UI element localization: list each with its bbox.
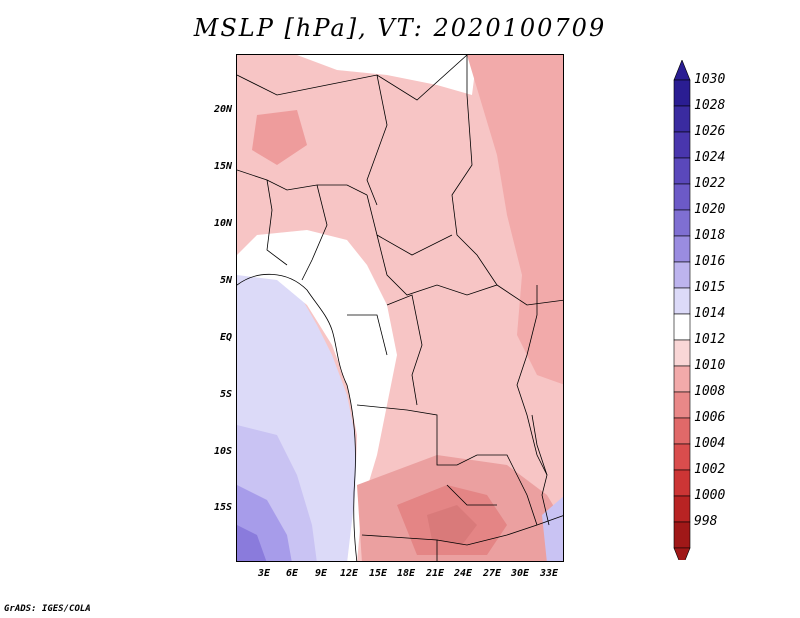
mslp-field [237, 55, 563, 561]
lat-tick: 5S [219, 389, 232, 400]
colorbar-cell [673, 365, 691, 393]
east-coast-1016-region [542, 496, 563, 561]
colorbar [673, 60, 691, 560]
lon-tick: 12E [339, 568, 359, 579]
colorbar-cell [673, 443, 691, 471]
colorbar-cell [673, 157, 691, 185]
colorbar-label: 1014 [694, 306, 726, 321]
colorbar-cell [673, 131, 691, 159]
colorbar-label: 1020 [694, 202, 726, 217]
colorbar-label: 998 [694, 514, 718, 529]
colorbar-label: 1026 [694, 124, 726, 139]
colorbar-cell [673, 313, 691, 341]
country-borders [237, 55, 563, 561]
colorbar-label: 1028 [694, 98, 726, 113]
lon-tick: 6E [285, 568, 299, 579]
lat-tick: 10S [213, 446, 232, 457]
northwest-1010-region [252, 110, 307, 165]
colorbar-label: 1022 [694, 176, 726, 191]
lat-tick: 10N [213, 218, 232, 229]
colorbar-label: 1004 [694, 436, 726, 451]
colorbar-label: 1018 [694, 228, 726, 243]
colorbar-label: 1000 [694, 488, 726, 503]
lon-tick: 24E [453, 568, 473, 579]
lon-tick: 21E [425, 568, 445, 579]
colorbar-cell [673, 339, 691, 367]
south-1006-region [427, 505, 477, 545]
lon-tick: 33E [539, 568, 559, 579]
lon-tick: 18E [396, 568, 416, 579]
lat-tick: 5N [219, 275, 232, 286]
lat-tick: 15S [213, 502, 232, 513]
colorbar-label: 1015 [694, 280, 726, 295]
colorbar-cell [673, 105, 691, 133]
colorbar-label: 1008 [694, 384, 726, 399]
colorbar-cell [673, 521, 691, 549]
colorbar-label: 1012 [694, 332, 726, 347]
colorbar-cell [673, 495, 691, 523]
colorbar-cell [673, 261, 691, 289]
lon-tick: 3E [257, 568, 271, 579]
colorbar-top-arrow [673, 60, 691, 81]
coastal-1014-band [237, 230, 397, 561]
lat-tick: 20N [213, 104, 232, 115]
colorbar-cell [673, 417, 691, 445]
grads-credit: GrADS: IGES/COLA [4, 604, 91, 614]
colorbar-cell [673, 79, 691, 107]
colorbar-cell [673, 235, 691, 263]
colorbar-cell [673, 391, 691, 419]
colorbar-label: 1002 [694, 462, 726, 477]
north-1014-region [297, 55, 477, 95]
lon-tick: 27E [482, 568, 502, 579]
colorbar-cell [673, 469, 691, 497]
mslp-map [236, 54, 564, 562]
colorbar-label: 1006 [694, 410, 726, 425]
colorbar-label: 1010 [694, 358, 726, 373]
colorbar-cell [673, 183, 691, 211]
lon-tick: 30E [510, 568, 530, 579]
map-title: MSLP [hPa], VT: 2020100709 [193, 14, 607, 42]
east-1010-region [467, 55, 563, 385]
colorbar-cell [673, 209, 691, 237]
colorbar-label: 1030 [694, 72, 726, 87]
lat-tick: 15N [213, 161, 232, 172]
lon-tick: 9E [314, 568, 328, 579]
colorbar-cells [673, 60, 691, 560]
ocean-1020-region [237, 525, 267, 561]
colorbar-label: 1024 [694, 150, 726, 165]
colorbar-cell [673, 287, 691, 315]
colorbar-label: 1016 [694, 254, 726, 269]
colorbar-bottom-arrow [673, 547, 691, 560]
lat-tick: EQ [219, 332, 232, 343]
lon-tick: 15E [368, 568, 388, 579]
